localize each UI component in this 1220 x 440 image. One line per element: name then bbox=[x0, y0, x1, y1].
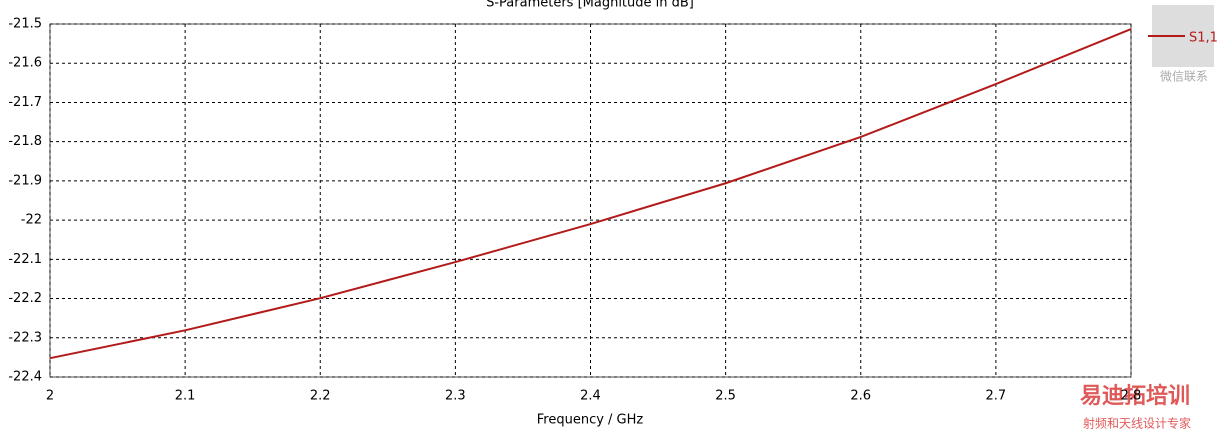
x-tick-label: 2 bbox=[46, 389, 54, 404]
watermark: 微信联系 bbox=[1160, 70, 1208, 84]
watermark: 射频和天线设计专家 bbox=[1083, 416, 1191, 431]
y-tick-label: -21.9 bbox=[8, 173, 42, 188]
x-tick-label: 2.5 bbox=[715, 389, 736, 404]
y-tick-label: -22 bbox=[21, 213, 42, 228]
x-tick-label: 2.4 bbox=[580, 389, 601, 404]
x-axis-label: Frequency / GHz bbox=[537, 413, 644, 428]
y-tick-label: -22.2 bbox=[8, 291, 42, 306]
y-tick-label: -21.5 bbox=[8, 17, 42, 32]
x-tick-label: 2.7 bbox=[986, 389, 1007, 404]
y-tick-label: -21.6 bbox=[8, 56, 42, 71]
x-tick-label: 2.6 bbox=[850, 389, 871, 404]
x-tick-label: 2.8 bbox=[1121, 389, 1142, 404]
y-tick-label: -22.1 bbox=[8, 252, 42, 267]
y-tick-label: -21.8 bbox=[8, 134, 42, 149]
y-tick-label: -21.7 bbox=[8, 95, 42, 110]
y-tick-label: -22.4 bbox=[8, 370, 42, 385]
x-tick-label: 2.1 bbox=[175, 389, 196, 404]
chart-title: S-Parameters [Magnitude in dB] bbox=[486, 0, 694, 11]
y-tick-label: -22.3 bbox=[8, 330, 42, 345]
watermark: 易迪拓培训 bbox=[1080, 383, 1190, 409]
x-tick-label: 2.3 bbox=[445, 389, 466, 404]
data-line bbox=[49, 28, 1132, 360]
x-tick-label: 2.2 bbox=[310, 389, 331, 404]
legend-label: S1,1 bbox=[1189, 31, 1218, 46]
